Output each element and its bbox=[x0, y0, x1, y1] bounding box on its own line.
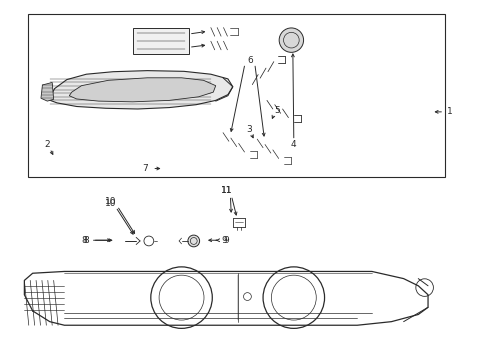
Circle shape bbox=[279, 28, 304, 52]
Circle shape bbox=[188, 235, 199, 247]
Bar bbox=[28, 14, 445, 177]
Text: 9: 9 bbox=[223, 236, 229, 245]
Text: 10: 10 bbox=[105, 199, 117, 208]
Text: 1: 1 bbox=[447, 107, 453, 116]
Text: 4: 4 bbox=[291, 140, 296, 149]
Polygon shape bbox=[43, 71, 233, 109]
Text: 7: 7 bbox=[142, 164, 148, 173]
Text: 2: 2 bbox=[45, 140, 50, 149]
Text: 11: 11 bbox=[220, 186, 232, 195]
Text: 9: 9 bbox=[221, 236, 227, 245]
Polygon shape bbox=[41, 82, 54, 101]
Text: 8: 8 bbox=[83, 236, 89, 245]
Text: 5: 5 bbox=[274, 105, 280, 114]
Polygon shape bbox=[69, 78, 216, 102]
Text: 11: 11 bbox=[220, 186, 232, 195]
Text: 8: 8 bbox=[81, 236, 87, 245]
Bar bbox=[133, 28, 189, 54]
Text: 3: 3 bbox=[246, 125, 252, 134]
Text: 10: 10 bbox=[105, 197, 117, 206]
Text: 6: 6 bbox=[247, 57, 253, 66]
